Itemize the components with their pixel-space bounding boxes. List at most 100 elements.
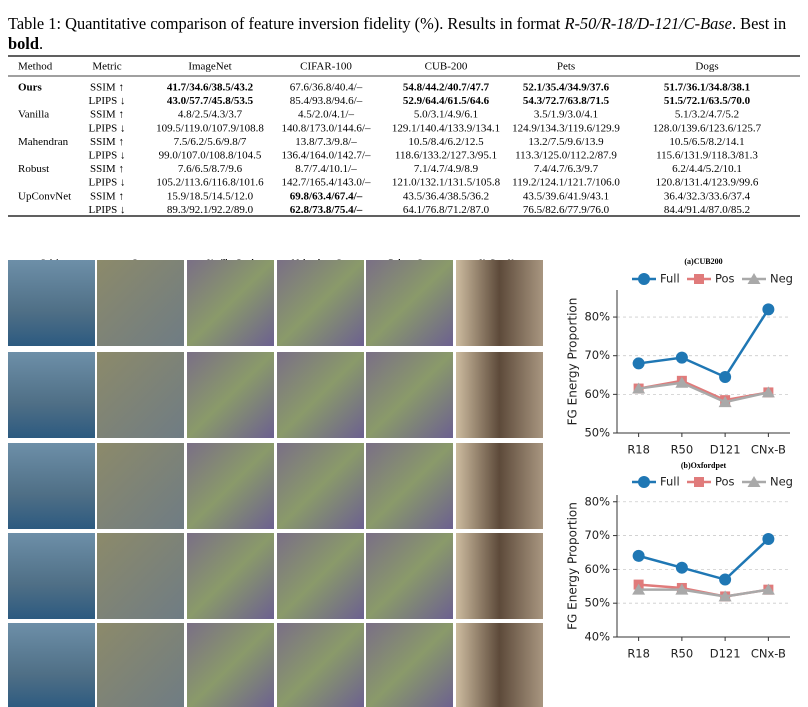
y-tick-label: 70% xyxy=(584,348,610,362)
table-cell: 67.6/36.8/40.4/– xyxy=(290,82,363,94)
table-cell: 121.0/132.1/131.5/105.8 xyxy=(392,177,501,189)
table-cell: 13.2/7.5/9.6/13.9 xyxy=(528,136,604,148)
x-tick-label: CNx-B xyxy=(751,647,786,661)
chart-title: (b)Oxfordpet xyxy=(681,461,727,470)
legend-label: Full xyxy=(660,475,680,489)
metric-name: SSIM ↑ xyxy=(90,163,124,175)
inversion-image xyxy=(187,260,274,346)
table-cell: 113.3/125.0/112.2/87.9 xyxy=(515,150,617,162)
table-cell: 120.8/131.4/123.9/99.6 xyxy=(656,177,759,189)
table-cell: 89.3/92.1/92.2/89.0 xyxy=(167,204,254,216)
table-cell: 54.3/72.7/63.8/71.5 xyxy=(523,95,610,107)
inversion-image xyxy=(277,260,364,346)
x-tick-label: D121 xyxy=(710,647,741,661)
table-cell: 142.7/165.4/143.0/– xyxy=(282,177,371,189)
table-cell: 52.1/35.4/34.9/37.6 xyxy=(523,82,610,94)
table-cell: 51.5/72.1/63.5/70.0 xyxy=(664,95,751,107)
data-point xyxy=(675,376,689,388)
inversion-image xyxy=(456,260,543,346)
column-header: Pets xyxy=(557,61,575,73)
series-line xyxy=(638,308,770,379)
data-point xyxy=(632,382,646,394)
table-cell: 36.4/32.3/33.6/37.4 xyxy=(664,190,751,202)
inversion-image xyxy=(8,533,95,619)
legend-marker xyxy=(638,273,650,285)
legend-marker xyxy=(747,476,761,487)
table-cell: 54.8/44.2/40.7/47.7 xyxy=(403,82,490,94)
legend-marker xyxy=(747,273,761,284)
table-cell: 10.5/8.4/6.2/12.5 xyxy=(408,136,484,148)
x-tick-label: R18 xyxy=(627,443,650,457)
table-cell: 13.8/7.3/9.8/– xyxy=(295,136,357,148)
inversion-image xyxy=(366,623,453,707)
charts: (a)CUB200 50% 60% 70% 80% FG Energy Proportio… xyxy=(566,257,793,661)
y-tick-label: 60% xyxy=(584,387,610,401)
x-tick-label: D121 xyxy=(710,443,741,457)
y-tick-label: 50% xyxy=(584,596,610,610)
method-name: Ours xyxy=(18,82,43,94)
inversion-image xyxy=(277,352,364,438)
data-point xyxy=(632,357,645,370)
inversion-image xyxy=(456,352,543,438)
column-header: Metric xyxy=(92,61,121,73)
table-cell: 43.5/36.4/38.5/36.2 xyxy=(403,190,489,202)
method-name: UpConvNet xyxy=(18,190,71,202)
table-cell: 8.7/7.4/10.1/– xyxy=(295,163,357,175)
table-cell: 129.1/140.4/133.9/134.1 xyxy=(392,122,500,134)
inversion-image xyxy=(187,352,274,438)
y-tick-label: 50% xyxy=(584,426,610,440)
inversion-image xyxy=(187,533,274,619)
x-tick-label: CNx-B xyxy=(751,443,786,457)
legend-label: Pos xyxy=(715,475,735,489)
table-cell: 5.0/3.1/4.9/6.1 xyxy=(414,109,478,121)
x-tick-label: R50 xyxy=(671,647,694,661)
table-cell: 7.1/4.7/4.9/8.9 xyxy=(414,163,479,175)
table-cell: 5.1/3.2/4.7/5.2 xyxy=(675,109,739,121)
chart-title: (a)CUB200 xyxy=(684,257,722,266)
metric-name: SSIM ↑ xyxy=(90,82,124,94)
table-cell: 3.5/1.9/3.0/4.1 xyxy=(534,109,598,121)
table-cell: 62.8/73.8/75.4/– xyxy=(290,204,363,216)
inversion-image xyxy=(456,443,543,529)
data-point xyxy=(718,590,732,602)
legend-label: Full xyxy=(660,272,680,286)
inversion-image xyxy=(366,352,453,438)
x-tick-label: R50 xyxy=(671,443,694,457)
table-cell: 99.0/107.0/108.8/104.5 xyxy=(159,150,262,162)
data-point xyxy=(675,351,688,364)
table-cell: 136.4/164.0/142.7/– xyxy=(282,150,371,162)
table-cell: 64.1/76.8/71.2/87.0 xyxy=(403,204,490,216)
y-tick-label: 40% xyxy=(584,630,610,644)
inversion-image xyxy=(97,533,184,619)
y-axis-label: FG Energy Proportion xyxy=(566,502,580,630)
method-name: Robust xyxy=(18,163,49,175)
inversion-image xyxy=(97,260,184,346)
inversion-image xyxy=(97,443,184,529)
series-line xyxy=(638,381,769,404)
table-cell: 43.0/57.7/45.8/53.5 xyxy=(167,95,254,107)
legend-label: Neg xyxy=(770,272,793,286)
method-name: Mahendran xyxy=(18,136,69,148)
table-cell: 76.5/82.6/77.9/76.0 xyxy=(523,204,610,216)
legend-marker xyxy=(638,476,650,488)
column-header: ImageNet xyxy=(188,61,231,73)
table-cell: 85.4/93.8/94.6/– xyxy=(290,95,363,107)
table-cell: 69.8/63.4/67.4/– xyxy=(290,190,363,202)
inversion-image xyxy=(277,533,364,619)
metric-name: LPIPS ↓ xyxy=(89,150,126,162)
inversion-image xyxy=(187,443,274,529)
table-cell: 4.8/2.5/4.3/3.7 xyxy=(178,109,243,121)
column-header: Dogs xyxy=(695,61,718,73)
data-point xyxy=(675,583,689,595)
data-point xyxy=(632,583,646,595)
table-cell: 10.5/6.5/8.2/14.1 xyxy=(669,136,744,148)
inversion-image xyxy=(8,352,95,438)
inversion-image xyxy=(8,260,95,346)
column-header: CUB-200 xyxy=(425,61,468,73)
inversion-image xyxy=(277,443,364,529)
metric-name: SSIM ↑ xyxy=(90,109,124,121)
table-cell: 84.4/91.4/87.0/85.2 xyxy=(664,204,750,216)
data-point xyxy=(632,549,645,562)
